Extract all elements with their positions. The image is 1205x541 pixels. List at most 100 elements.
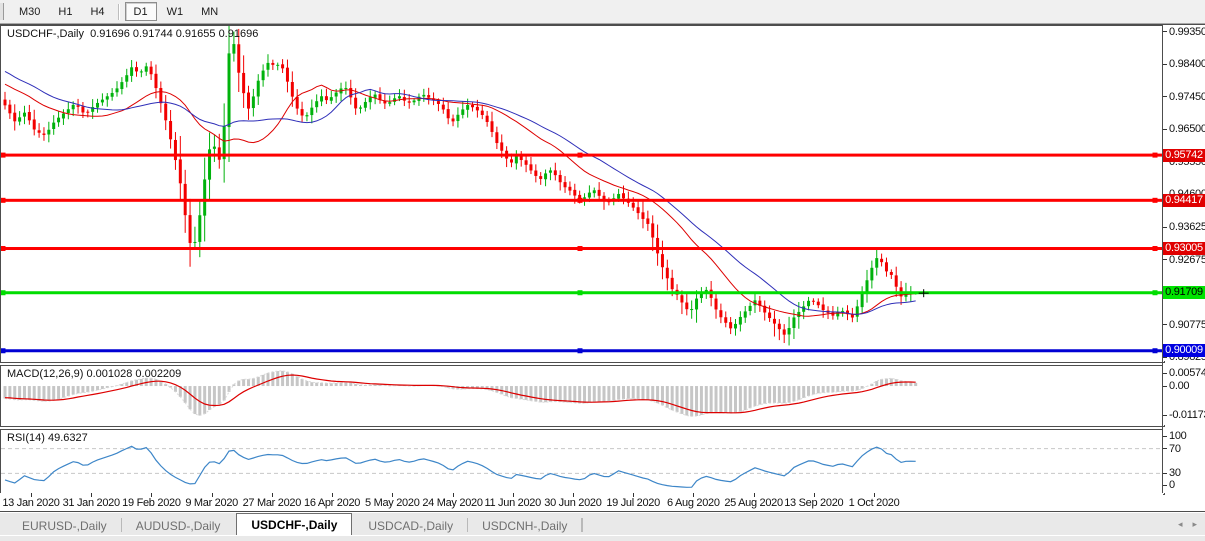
timeframe-button-mn[interactable]: MN [201,5,219,18]
date-label: 19 Feb 2020 [122,497,181,509]
date-label: 9 Mar 2020 [185,497,238,509]
timeframe-button-d1[interactable]: D1 [124,2,157,21]
chart-tab-bar: EURUSD-,Daily AUDUSD-,Daily USDCHF-,Daily U… [0,512,1205,536]
tab-separator [467,517,469,532]
date-label: 30 Jun 2020 [544,497,602,509]
date-label: 31 Jan 2020 [62,497,121,509]
rsi-pane[interactable]: RSI(14) 49.6327 [0,429,1165,495]
status-strip [0,535,1205,541]
date-label: 19 Jul 2020 [606,497,660,509]
rsi-tick-label: 0 [1169,479,1175,491]
price-level-badge: 0.95742 [1163,148,1205,162]
tab-usdchfdaily[interactable]: USDCHF-,Daily [236,513,353,536]
price-tick-label: 0.99350 [1169,25,1205,38]
date-tick [392,493,394,497]
date-tick [91,493,93,497]
date-tick [753,493,755,497]
clipped-toolbar-button[interactable] [0,3,4,20]
rsi-tick-dash [1163,484,1167,486]
price-chart-pane[interactable]: USDCHF-,Daily 0.91696 0.91744 0.91655 0.… [0,25,1165,363]
price-tick-dash [1163,96,1167,98]
chart-frame-top-border [0,24,1205,25]
tab-separator [582,517,584,532]
macd-tick-dash [1163,385,1167,387]
date-label: 24 May 2020 [422,497,483,509]
tab-separator [581,517,583,532]
price-tick-dash [1163,31,1167,33]
price-level-badge: 0.90009 [1163,344,1205,358]
date-label: 13 Jan 2020 [2,497,60,509]
toolbar-separator [117,3,120,20]
macd-label: MACD(12,26,9) 0.001028 0.002209 [7,368,182,380]
timeframe-button-m30[interactable]: M30 [19,5,41,18]
price-level-badge: 0.91709 [1163,286,1205,300]
macd-tick-dash [1163,372,1167,374]
candlestick-canvas[interactable] [1,26,1162,360]
price-tick-dash [1163,128,1167,130]
date-tick [211,493,213,497]
macd-tick-dash [1163,414,1167,416]
price-tick-label: 0.90775 [1169,318,1205,331]
timeframe-button-h1[interactable]: H1 [58,5,73,18]
price-tick-dash [1163,226,1167,228]
date-tick [332,493,334,497]
rsi-canvas[interactable] [1,430,1162,492]
price-tick-dash [1163,324,1167,326]
tab-scroll-left-icon[interactable]: ◂ [1177,519,1183,529]
tab-eurusddaily[interactable]: EURUSD-,Daily [22,519,107,533]
tab-scroll-right-icon[interactable]: ▸ [1192,519,1197,529]
date-label: 1 Oct 2020 [848,497,900,509]
price-tick-label: 0.98400 [1169,58,1205,71]
date-axis[interactable]: 13 Jan 2020 31 Jan 2020 19 Feb 2020 9 Mar 2… [0,493,1163,511]
date-tick [151,493,153,497]
rsi-label: RSI(14) 49.6327 [7,432,88,444]
price-tick-dash [1163,161,1167,163]
date-tick [271,493,273,497]
timeframe-button-w1[interactable]: W1 [166,5,184,18]
rsi-tick-dash [1163,472,1167,474]
rsi-tick-label: 100 [1169,430,1187,442]
date-tick [633,493,635,497]
chart-title: USDCHF-,Daily 0.91696 0.91744 0.91655 0.… [7,28,259,40]
macd-pane[interactable]: MACD(12,26,9) 0.001028 0.002209 [0,365,1165,427]
date-label: 25 Aug 2020 [724,497,783,509]
rsi-tick-label: 70 [1169,442,1181,455]
price-tick-label: 0.97450 [1169,90,1205,103]
macd-tick-label: -0.011738 [1169,409,1205,421]
date-tick [572,493,574,497]
price-tick-label: 0.92675 [1169,253,1205,266]
macd-tick-label: 0.00 [1169,380,1190,393]
price-tick-label: 0.96500 [1169,123,1205,136]
date-label: 27 Mar 2020 [242,497,302,509]
date-tick [693,493,695,497]
price-tick-dash [1163,259,1167,261]
date-label: 6 Aug 2020 [667,497,720,509]
date-tick [512,493,514,497]
macd-axis[interactable]: 0.0057440.00 -0.011738 [1163,365,1205,425]
chart-frame-bottom-border [0,511,1205,512]
date-tick [31,493,32,497]
tab-audusddaily[interactable]: AUDUSD-,Daily [135,519,221,533]
date-label: 5 May 2020 [365,497,420,509]
date-label: 13 Sep 2020 [784,497,844,509]
date-tick [874,493,875,497]
tab-scroll-arrows: ◂ ▸ [1178,518,1197,530]
timeframe-button-h4[interactable]: H4 [90,5,105,18]
tab-usdcnhdaily[interactable]: USDCNH-,Daily [482,519,568,533]
date-label: 11 Jun 2020 [484,497,541,509]
date-tick [813,493,815,497]
rsi-tick-dash [1163,448,1167,450]
date-tick [452,493,454,497]
macd-canvas[interactable] [1,366,1162,424]
rsi-axis[interactable]: 100 70 30 0 [1163,429,1205,493]
timeframe-buttons: M30 H1 H4 D1 W1 MN [10,2,227,21]
date-label: 16 Apr 2020 [304,497,361,509]
chart-tabs: EURUSD-,Daily AUDUSD-,Daily USDCHF-,Daily U… [0,513,584,536]
tab-usdcaddaily[interactable]: USDCAD-,Daily [368,519,454,533]
price-axis[interactable]: 0.993500.984000.974500.965000.955500.946… [1163,25,1205,363]
price-tick-dash [1163,63,1167,65]
axis-separator-line [1162,24,1163,511]
rsi-tick-dash [1163,435,1167,437]
tab-separator [120,517,122,532]
